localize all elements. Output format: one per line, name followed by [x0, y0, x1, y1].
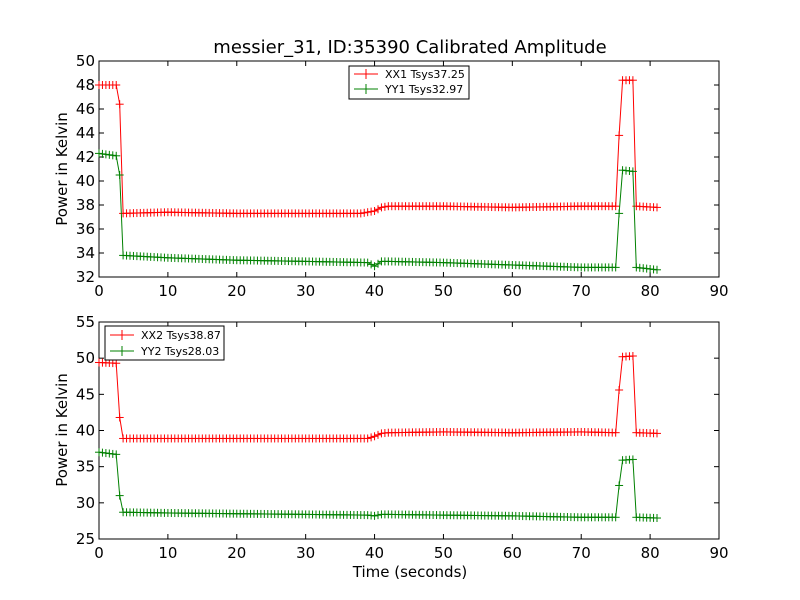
series-point-xx2 — [628, 351, 637, 360]
series-point-yy1 — [115, 171, 124, 179]
top-y-tick-label: 34 — [76, 244, 95, 262]
series-point-xx1 — [115, 100, 124, 109]
top-y-tick-label: 38 — [76, 196, 95, 214]
top-legend: XX1 Tsys37.25 YY1 Tsys32.97 — [348, 65, 470, 100]
series-point-xx1 — [377, 203, 386, 212]
series-point-yy2 — [374, 511, 382, 520]
top-y-axis-label: Power in Kelvin — [53, 112, 71, 226]
series-point-xx2 — [370, 432, 379, 441]
top-x-tick-label: 60 — [503, 282, 522, 300]
chart-title: messier_31, ID:35390 Calibrated Amplitud… — [213, 37, 606, 58]
series-point-xx1 — [374, 205, 382, 214]
series-point-yy2 — [628, 455, 637, 464]
series-point-xx2 — [653, 429, 661, 438]
top-x-tick-label: 30 — [296, 282, 315, 300]
series-point-xx1 — [611, 202, 620, 211]
bottom-legend-label-xx2: XX2 Tsys38.87 — [141, 329, 221, 342]
bottom-x-tick-label: 60 — [503, 544, 522, 562]
series-point-yy1 — [363, 258, 372, 267]
bottom-series-group — [95, 351, 661, 523]
series-point-xx1 — [363, 208, 372, 217]
bottom-x-tick-label: 30 — [296, 544, 315, 562]
top-y-tick-label: 36 — [76, 220, 95, 238]
bottom-legend: XX2 Tsys38.87 YY2 Tsys28.03 — [104, 325, 225, 361]
series-point-yy1 — [628, 167, 637, 176]
bottom-y-tick-label: 40 — [76, 422, 95, 440]
series-point-xx2 — [115, 413, 124, 422]
top-x-tick-label: 90 — [709, 282, 728, 300]
top-x-tick-label: 0 — [94, 282, 104, 300]
top-y-tick-label: 50 — [76, 52, 95, 70]
top-y-tick-label: 48 — [76, 76, 95, 94]
top-x-tick-label: 10 — [158, 282, 177, 300]
series-point-xx1 — [653, 203, 661, 212]
series-point-yy1 — [112, 151, 121, 160]
top-x-tick-label: 70 — [572, 282, 591, 300]
bottom-y-tick-label: 30 — [76, 494, 95, 512]
series-point-yy1 — [615, 209, 624, 218]
bottom-y-tick-label: 25 — [76, 530, 95, 548]
bottom-y-axis-label: Power in Kelvin — [53, 373, 71, 487]
bottom-x-tick-label: 80 — [641, 544, 660, 562]
top-legend-box — [348, 65, 470, 100]
series-point-xx2 — [615, 385, 624, 394]
bottom-y-tick-label: 45 — [76, 385, 95, 403]
series-point-yy2 — [615, 481, 624, 490]
series-point-yy1 — [611, 263, 620, 272]
series-point-xx1 — [356, 209, 365, 218]
bottom-y-tick-label: 55 — [76, 313, 95, 331]
top-y-tick-label: 40 — [76, 172, 95, 190]
top-y-tick-label: 46 — [76, 100, 95, 118]
series-point-xx1 — [628, 76, 637, 85]
bottom-x-tick-label: 0 — [94, 544, 104, 562]
top-y-tick-label: 32 — [76, 268, 95, 286]
bottom-legend-label-yy2: YY2 Tsys28.03 — [140, 345, 219, 358]
series-point-xx1 — [112, 81, 121, 89]
top-y-tick-label: 42 — [76, 148, 95, 166]
bottom-subplot: Power in Kelvin Time (seconds) 0 10 20 30 40… — [53, 313, 729, 581]
bottom-x-tick-label: 20 — [227, 544, 246, 562]
series-point-xx2 — [363, 434, 372, 443]
bottom-legend-box — [104, 325, 225, 361]
top-x-tick-label: 80 — [641, 282, 660, 300]
series-point-xx1 — [615, 131, 624, 140]
top-axis-ticks: 0 10 20 30 40 50 60 70 80 90 32 34 36 38 40 42 44 46 48 50 — [76, 52, 729, 300]
top-series-group — [95, 76, 661, 274]
series-point-xx2 — [611, 428, 620, 437]
series-point-yy2 — [611, 513, 620, 522]
series-point-yy2 — [653, 514, 661, 523]
top-legend-label-xx1: XX1 Tsys37.25 — [385, 68, 465, 81]
series-point-xx2 — [112, 359, 121, 368]
top-subplot: Power in Kelvin 0 10 20 30 40 50 60 70 80 90 32 34 3… — [53, 52, 729, 300]
series-point-yy1 — [367, 260, 376, 269]
x-axis-label: Time (seconds) — [352, 563, 468, 581]
series-point-yy2 — [115, 491, 124, 500]
bottom-x-tick-label: 70 — [572, 544, 591, 562]
top-x-tick-label: 20 — [227, 282, 246, 300]
series-point-xx1 — [367, 207, 376, 216]
series-point-xx1 — [380, 202, 389, 211]
series-point-yy1 — [653, 265, 661, 274]
bottom-x-tick-label: 10 — [158, 544, 177, 562]
series-point-yy2 — [370, 511, 379, 520]
top-x-tick-label: 50 — [434, 282, 453, 300]
top-y-tick-label: 44 — [76, 124, 95, 142]
bottom-x-tick-label: 90 — [709, 544, 728, 562]
series-point-xx2 — [374, 430, 382, 439]
series-point-xx1 — [360, 208, 369, 217]
top-legend-label-yy1: YY1 Tsys32.97 — [384, 83, 463, 96]
series-point-yy2 — [112, 450, 121, 459]
series-point-xx1 — [370, 207, 379, 215]
bottom-y-tick-label: 35 — [76, 458, 95, 476]
top-x-tick-label: 40 — [365, 282, 384, 300]
bottom-x-tick-label: 50 — [434, 544, 453, 562]
series-point-xx2 — [367, 433, 376, 442]
bottom-y-tick-label: 50 — [76, 349, 95, 367]
bottom-axis-ticks: 0 10 20 30 40 50 60 70 80 90 25 30 35 40 45 50 55 — [76, 313, 729, 562]
bottom-x-tick-label: 40 — [365, 544, 384, 562]
